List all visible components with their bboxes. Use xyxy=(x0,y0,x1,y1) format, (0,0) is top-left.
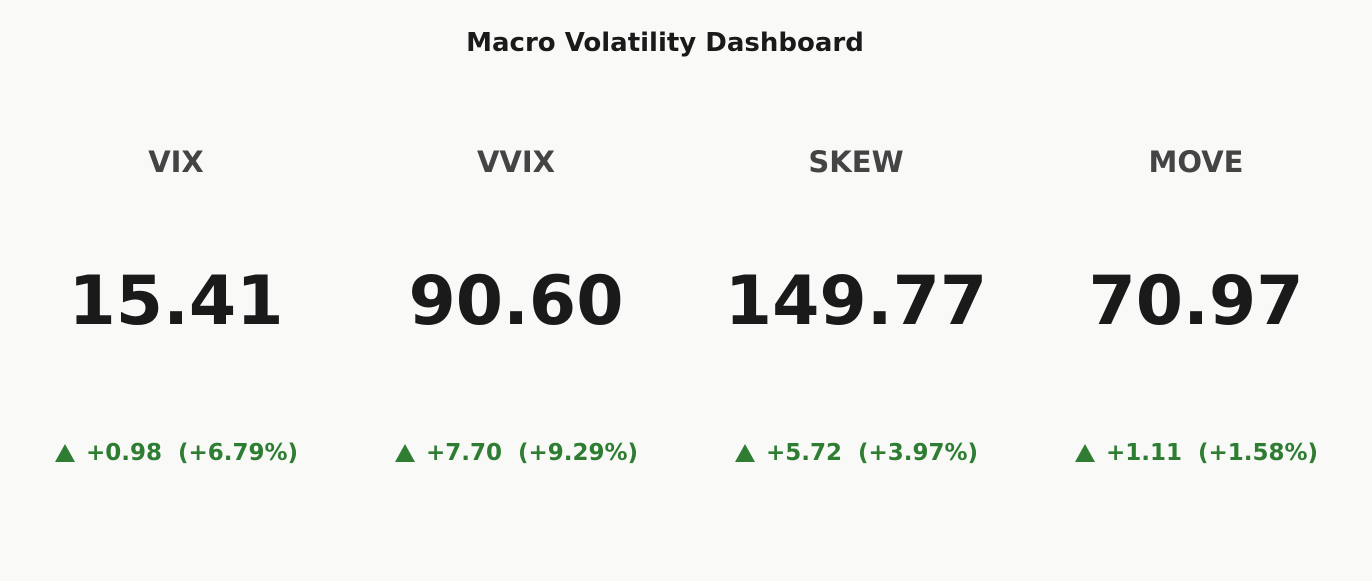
delta-arrow xyxy=(734,444,755,462)
delta-arrow xyxy=(54,444,75,462)
arrow-shape xyxy=(734,444,755,462)
indicator-value: 149.77 xyxy=(724,262,988,341)
delta-value: +7.70 xyxy=(425,440,502,466)
indicator-delta: +0.98 (+6.79%) xyxy=(6,440,346,466)
indicator: SKEW 149.77 +5.72 (+3.97%) xyxy=(686,0,1026,581)
delta-percent: (+3.97%) xyxy=(857,440,979,466)
indicator-name: SKEW xyxy=(808,145,904,179)
delta-value: +1.11 xyxy=(1105,440,1182,466)
indicator-name: VVIX xyxy=(476,145,556,179)
indicator-delta: +1.11 (+1.58%) xyxy=(1026,440,1366,466)
indicator: MOVE 70.97 +1.11 (+1.58%) xyxy=(1026,0,1366,581)
indicator-delta: +5.72 (+3.97%) xyxy=(686,440,1026,466)
indicator-name: MOVE xyxy=(1148,145,1244,179)
delta-percent: (+6.79%) xyxy=(177,440,299,466)
delta-value: +0.98 xyxy=(85,440,162,466)
delta-percent: (+1.58%) xyxy=(1197,440,1319,466)
dashboard-title: Macro Volatility Dashboard xyxy=(466,28,864,58)
indicator-name: VIX xyxy=(148,145,204,179)
arrow-shape xyxy=(1074,444,1095,462)
indicator-value: 15.41 xyxy=(68,262,284,341)
indicator-value: 70.97 xyxy=(1088,262,1304,341)
arrow-shape xyxy=(54,444,75,462)
delta-arrow xyxy=(394,444,415,462)
indicator: VIX 15.41 +0.98 (+6.79%) xyxy=(6,0,346,581)
indicator-value: 90.60 xyxy=(408,262,624,341)
indicator-delta: +7.70 (+9.29%) xyxy=(346,440,686,466)
delta-arrow xyxy=(1074,444,1095,462)
arrow-shape xyxy=(394,444,415,462)
delta-percent: (+9.29%) xyxy=(517,440,639,466)
delta-value: +5.72 xyxy=(765,440,842,466)
indicator: VVIX 90.60 +7.70 (+9.29%) xyxy=(346,0,686,581)
